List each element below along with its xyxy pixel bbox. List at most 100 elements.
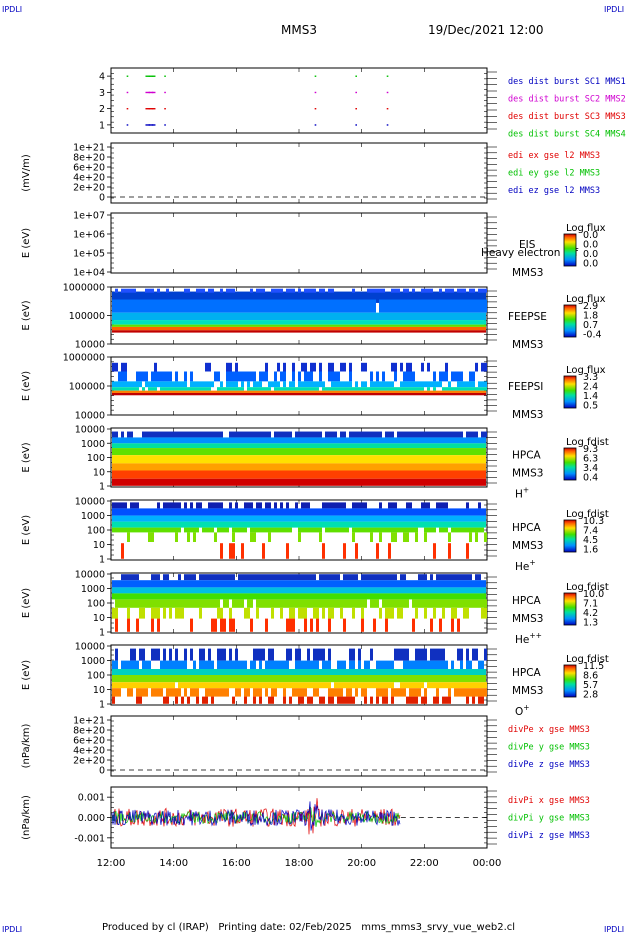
hpca-o-spectrum-speckle [478,688,481,697]
feeps-e-spectrum-speckle [448,288,451,293]
hpca-he2-spectrum-speckle [457,574,460,581]
hpca-he2-spectrum-speckle [451,618,454,632]
feeps-i-spectrum-speckle [433,387,436,391]
hpca-he-spectrum-speckle [403,532,406,542]
feeps-e-spectrum-speckle [430,288,433,293]
feeps-i-spectrum-speckle [379,387,382,391]
hpca-he-spectrum-speckle [271,527,274,533]
hpca-o-spectrum-speckle [349,696,352,704]
feeps-i-spectrum-speckle [409,362,412,372]
hpca-o-spectrum-speckle [238,688,241,697]
hpca-he-spectrum-speckle [217,527,220,533]
feeps-i-spectrum-speckle [160,381,163,388]
hpca-he-spectrum-speckle [193,532,196,542]
hpca-he-spectrum-speckle [151,532,154,542]
feeps-i-spectrum-speckle [361,362,364,372]
hpca-h-spectrum-speckle [286,431,289,438]
hpca-o-spectrum-speckle [382,688,385,697]
hpca-he2-spectrum-speckle [376,599,379,608]
hpca-he-spectrum-speckle [319,532,322,542]
hpca-o-spectrum-speckle [277,682,280,689]
feeps-i-spectrum-speckle [328,362,331,372]
hpca-o-spectrum-speckle [352,696,355,704]
feeps-e-spectrum-speckle [484,288,487,293]
hpca-he2-spectrum-speckle [442,607,445,619]
feeps-e-colorbar [563,304,577,338]
hpca-he2-spectrum-speckle [232,574,235,581]
hpca-o-spectrum-speckle [442,696,445,704]
feeps-i-spectrum-speckle [157,371,160,382]
feeps-i-spectrum-speckle [391,387,394,391]
hpca-o-spectrum-speckle [265,688,268,697]
hpca-h-instrument: HPCA [512,450,542,462]
feeps-e-spectrum-speckle [160,299,163,313]
burst-burst-mark [126,108,129,110]
hpca-he-spectrum-speckle [256,502,259,509]
hpca-he-spectrum-speckle [124,502,127,509]
hpca-he2-spectrum-speckle [259,574,262,581]
feeps-e-spectrum-speckle [238,299,241,313]
feeps-i-spectrum-speckle [403,381,406,388]
hpca-he-spectrum-speckle [403,527,406,533]
hpca-o-spectrum-speckle [445,682,448,689]
hpca-o-spectrum-speckle [436,696,439,704]
hpca-o-spectrum-speckle [304,660,307,669]
feeps-e-spectrum-speckle [478,299,481,313]
feeps-i-spectrum-speckle [196,381,199,388]
hpca-he2-spectrum-speckle [280,607,283,619]
feeps-e-spectrum-speckle [355,299,358,313]
hpca-he2-spectrum-speckle [292,574,295,581]
hpca-he2-spectrum-speckle [433,607,436,619]
feeps-i-spectrum-speckle [235,371,238,382]
hpca-he2-spectrum-speckle [418,574,421,581]
corner-label-tr: IPDLI [604,5,624,14]
hpca-o-spectrum-speckle [412,688,415,697]
hpca-he-spectrum-speckle [346,527,349,533]
hpca-o-spectrum-speckle [322,682,325,689]
feeps-e-spectrum-speckle [457,299,460,313]
hpca-he-spectrum-speckle [283,527,286,533]
hpca-he-spectrum-speckle [121,502,124,509]
hpca-o-spectrum-speckle [280,682,283,689]
hpca-o-spectrum-speckle [151,682,154,689]
feeps-e-spectrum-speckle [145,288,148,293]
hpca-he-spectrum-speckle [355,502,358,509]
hpca-he2-spectrum-speckle [331,574,334,581]
hpca-o-spectrum-speckle [385,696,388,704]
feeps-e-spectrum-speckle [124,288,127,293]
burst-burst-mark [164,124,166,126]
hpca-o-spectrum-speckle [325,682,328,689]
hpca-o-spectrum-speckle [331,688,334,697]
hpca-he2-spectrum-speckle [121,599,124,608]
hpca-o-spectrum-speckle [403,688,406,697]
feeps-i-spectrum-speckle [151,371,154,382]
hpca-o-spectrum-speckle [211,696,214,704]
hpca-o-spectrum-speckle [271,648,274,661]
feeps-i-spectrum-speckle [166,371,169,382]
hpca-o-spectrum-speckle [178,688,181,697]
hpca-he-spectrum-speckle [280,527,283,533]
hpca-he2-spectrum-speckle [361,574,364,581]
hpca-he-spectrum-speckle [322,543,325,559]
hpca-he-spectrum-speckle [331,527,334,533]
feeps-e-spectrum-speckle [241,299,244,313]
hpca-he-spectrum-speckle [262,527,265,533]
hpca-he2-spectrum-speckle [400,599,403,608]
hpca-o-spectrum-speckle [436,682,439,689]
hpca-o-spectrum-speckle [295,648,298,661]
feeps-e-spectrum-speckle [307,288,310,293]
hpca-he-spectrum-speckle [163,527,166,533]
hpca-o-spectrum-speckle [397,648,400,661]
hpca-o-spectrum-speckle [415,682,418,689]
hpca-o-spectrum-speckle [457,688,460,697]
hpca-he2-spectrum-speckle [292,618,295,632]
feeps-e-spectrum-speckle [397,299,400,313]
hpca-o-spectrum-speckle [301,682,304,689]
hpca-he-spectrum-speckle [433,527,436,533]
feeps-i-spectrum-speckle [460,387,463,391]
hpca-o-spectrum-speckle [268,696,271,704]
feeps-e-spectrum-speckle [202,299,205,313]
hpca-o-spectrum-speckle [409,682,412,689]
hpca-he2-spectrum-speckle [463,574,466,581]
feeps-e-spectrum-speckle [292,288,295,293]
